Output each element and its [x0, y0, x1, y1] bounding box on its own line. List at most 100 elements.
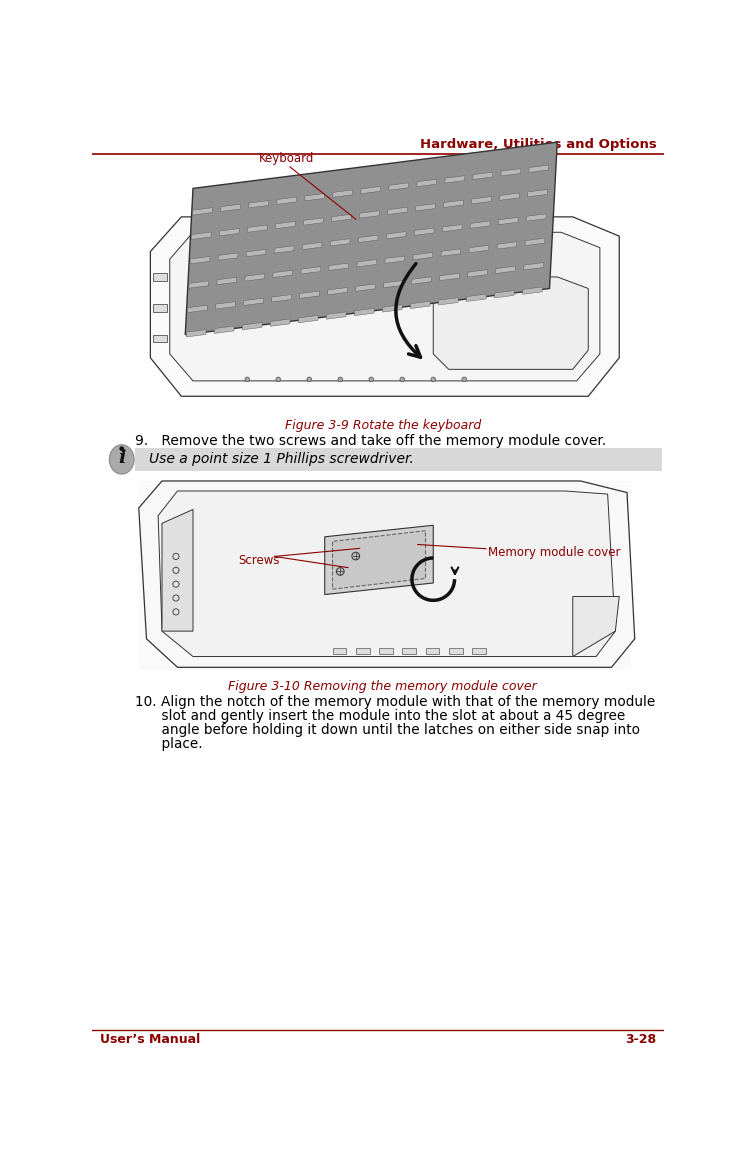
Polygon shape: [330, 239, 350, 246]
Polygon shape: [277, 197, 297, 204]
Polygon shape: [303, 218, 323, 225]
Polygon shape: [496, 266, 516, 273]
Polygon shape: [412, 277, 432, 284]
Polygon shape: [501, 169, 521, 176]
Polygon shape: [433, 277, 588, 369]
Polygon shape: [528, 190, 548, 197]
Polygon shape: [441, 248, 461, 257]
Polygon shape: [469, 245, 489, 253]
Polygon shape: [498, 217, 518, 225]
Polygon shape: [151, 217, 619, 396]
Polygon shape: [354, 308, 374, 315]
Ellipse shape: [109, 445, 134, 473]
Polygon shape: [275, 222, 295, 229]
Bar: [356, 648, 370, 654]
Polygon shape: [249, 200, 269, 207]
Polygon shape: [442, 225, 462, 232]
Text: Figure 3-10 Removing the memory module cover: Figure 3-10 Removing the memory module c…: [229, 680, 537, 693]
Circle shape: [462, 377, 466, 382]
Polygon shape: [440, 273, 460, 280]
Text: i: i: [118, 449, 125, 466]
Polygon shape: [215, 301, 235, 309]
Polygon shape: [384, 280, 404, 287]
Bar: [379, 648, 393, 654]
Text: Hardware, Utilities and Options: Hardware, Utilities and Options: [420, 138, 656, 151]
Polygon shape: [382, 305, 402, 312]
Polygon shape: [302, 243, 322, 250]
Polygon shape: [328, 287, 348, 295]
Polygon shape: [526, 213, 546, 222]
Polygon shape: [185, 142, 557, 335]
Text: 10. Align the notch of the memory module with that of the memory module: 10. Align the notch of the memory module…: [135, 695, 655, 709]
Circle shape: [369, 377, 373, 382]
Polygon shape: [468, 270, 488, 277]
Polygon shape: [361, 186, 381, 193]
Polygon shape: [473, 172, 493, 179]
Polygon shape: [191, 232, 211, 239]
Polygon shape: [333, 531, 426, 590]
Polygon shape: [326, 312, 346, 319]
Bar: [333, 648, 346, 654]
Polygon shape: [186, 329, 206, 338]
Circle shape: [431, 377, 435, 382]
Polygon shape: [325, 525, 433, 594]
Bar: [153, 335, 167, 342]
Bar: [153, 304, 167, 312]
Polygon shape: [218, 253, 238, 260]
Circle shape: [400, 377, 404, 382]
Polygon shape: [217, 278, 237, 285]
Polygon shape: [472, 197, 492, 204]
Text: Keyboard: Keyboard: [259, 152, 314, 165]
Text: Figure 3-9 Rotate the keyboard: Figure 3-9 Rotate the keyboard: [285, 420, 481, 432]
Polygon shape: [189, 281, 209, 288]
Polygon shape: [356, 284, 376, 292]
Polygon shape: [219, 229, 239, 236]
Bar: [153, 273, 167, 281]
Text: angle before holding it down until the latches on either side snap into: angle before holding it down until the l…: [144, 723, 640, 737]
Polygon shape: [214, 326, 234, 333]
Polygon shape: [410, 301, 430, 308]
Polygon shape: [331, 214, 351, 222]
Text: 9.   Remove the two screws and take off the memory module cover.: 9. Remove the two screws and take off th…: [135, 434, 606, 448]
Polygon shape: [244, 298, 263, 306]
Polygon shape: [158, 491, 615, 656]
Circle shape: [245, 377, 249, 382]
Polygon shape: [524, 263, 544, 270]
Polygon shape: [389, 183, 409, 190]
Polygon shape: [246, 250, 266, 257]
Polygon shape: [445, 176, 465, 183]
Text: Memory module cover: Memory module cover: [488, 546, 620, 559]
Circle shape: [338, 377, 342, 382]
Polygon shape: [387, 207, 407, 214]
Polygon shape: [245, 274, 265, 281]
Text: place.: place.: [144, 737, 203, 750]
Circle shape: [307, 377, 311, 382]
Polygon shape: [529, 165, 549, 172]
Polygon shape: [333, 190, 353, 197]
Text: Use a point size 1 Phillips screwdriver.: Use a point size 1 Phillips screwdriver.: [149, 452, 414, 466]
Polygon shape: [329, 263, 349, 271]
Polygon shape: [470, 222, 490, 229]
Polygon shape: [273, 271, 293, 278]
Polygon shape: [242, 322, 262, 329]
Polygon shape: [247, 225, 267, 232]
Polygon shape: [523, 287, 542, 294]
Polygon shape: [162, 510, 193, 632]
Polygon shape: [415, 204, 435, 211]
Polygon shape: [573, 597, 619, 656]
Circle shape: [352, 552, 359, 560]
Polygon shape: [301, 266, 321, 274]
Polygon shape: [525, 238, 545, 246]
Polygon shape: [358, 236, 378, 243]
Bar: [472, 648, 486, 654]
Polygon shape: [272, 294, 292, 302]
Polygon shape: [385, 255, 405, 264]
Polygon shape: [193, 207, 213, 214]
Polygon shape: [139, 481, 635, 667]
Polygon shape: [139, 481, 631, 669]
Polygon shape: [500, 193, 520, 200]
Bar: [449, 648, 463, 654]
Polygon shape: [417, 179, 437, 186]
Text: Screws: Screws: [238, 554, 280, 567]
Circle shape: [120, 447, 124, 451]
